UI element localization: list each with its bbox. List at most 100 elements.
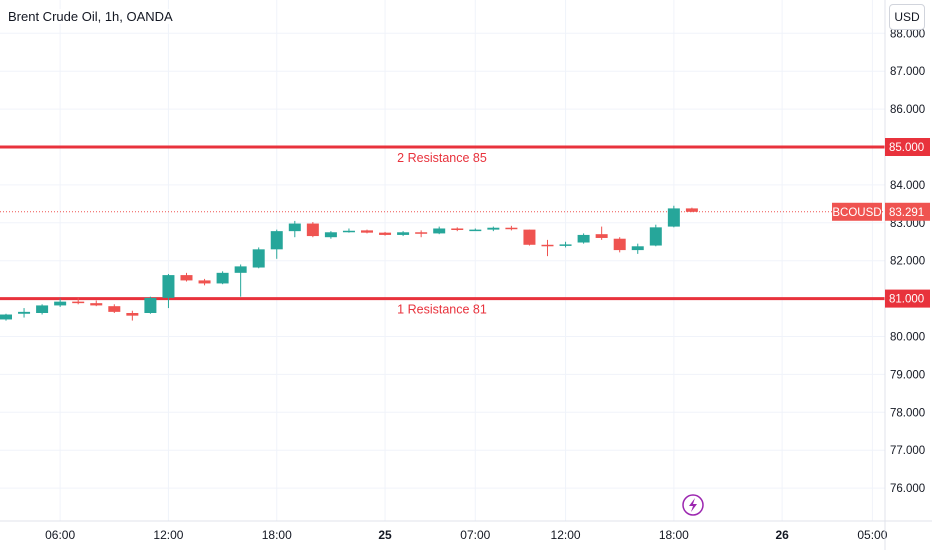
candle: [162, 273, 175, 309]
candle-body: [361, 230, 373, 233]
candle: [198, 278, 211, 286]
candle: [469, 228, 482, 232]
last-price-tag-bg: [885, 202, 930, 221]
candle-body: [397, 232, 410, 235]
candle: [541, 239, 554, 257]
candle-body: [559, 244, 572, 246]
chart-title: Brent Crude Oil, 1h, OANDA: [6, 9, 175, 24]
candle: [451, 227, 464, 232]
candle-body: [577, 234, 590, 243]
candle: [577, 233, 590, 244]
x-tick-label: 18:00: [262, 528, 292, 542]
candle: [649, 224, 662, 247]
y-tick-label: 84.000: [890, 180, 925, 192]
candle-body: [54, 301, 67, 306]
candle-body: [523, 229, 536, 245]
y-tick-label: 76.000: [890, 483, 925, 495]
candle: [90, 300, 103, 307]
candle: [631, 243, 644, 254]
candle: [252, 247, 265, 269]
candle: [667, 205, 680, 228]
price-tags: 85.000 81.000 BCOUSD 83.291: [832, 138, 930, 308]
candle: [613, 237, 626, 253]
candle-body: [162, 275, 175, 298]
symbol-tag-label: BCOUSD: [832, 207, 881, 219]
x-tick-label: 05:00: [857, 528, 887, 542]
y-tick-label: 83.000: [890, 218, 925, 230]
x-tick-label: 07:00: [460, 528, 490, 542]
x-tick-label: 26: [775, 528, 789, 542]
candle: [559, 241, 572, 248]
candle: [36, 304, 49, 315]
candle-body: [613, 238, 626, 251]
candle: [288, 220, 301, 238]
candle: [144, 296, 157, 314]
candle-body: [415, 232, 428, 234]
candle-body: [667, 208, 680, 227]
candle: [54, 298, 67, 307]
candle-body: [288, 223, 301, 232]
candle-body: [180, 275, 193, 281]
currency-button[interactable]: USD: [889, 4, 925, 30]
candle: [595, 226, 608, 240]
x-tick-label: 12:00: [153, 528, 183, 542]
grid-lines: [0, 0, 885, 521]
candle-body: [649, 227, 662, 246]
candle: [505, 225, 518, 231]
y-tick-label: 77.000: [890, 445, 925, 457]
y-tick-label: 87.000: [890, 66, 925, 78]
candle: [324, 231, 337, 239]
candle-body: [631, 246, 644, 251]
candle-body: [126, 313, 139, 316]
candle-body: [469, 229, 482, 232]
candle-body: [487, 227, 500, 230]
candle: [433, 226, 446, 235]
resistance-label: 1 Resistance 81: [397, 303, 487, 317]
candle-body: [108, 306, 121, 312]
candle: [216, 271, 229, 285]
candle-body: [324, 232, 337, 238]
candle-body: [18, 311, 31, 314]
candle-body: [685, 208, 698, 212]
candle: [126, 310, 139, 321]
candle-body: [144, 297, 157, 314]
x-tick-label: 06:00: [45, 528, 75, 542]
candle-body: [505, 227, 518, 230]
candle: [487, 226, 500, 232]
flash-icon-group: [682, 494, 704, 516]
y-tick-label: 88.000: [890, 28, 925, 40]
x-tick-label: 12:00: [551, 528, 581, 542]
candle-body: [252, 249, 265, 268]
candle: [108, 304, 121, 314]
candles: [0, 205, 698, 321]
candle-body: [198, 280, 211, 284]
y-tick-label: 79.000: [890, 369, 925, 381]
candle: [306, 222, 319, 238]
candle-body: [541, 244, 554, 247]
price-tag-bg: [885, 138, 930, 156]
flash-icon-bolt: [689, 498, 697, 512]
candle-body: [234, 266, 247, 273]
candle: [0, 313, 12, 321]
last-price-tag-label: 83.291: [889, 207, 924, 219]
candle: [180, 272, 193, 282]
candle: [342, 228, 355, 233]
candle-body: [216, 272, 229, 284]
candle-body: [0, 314, 12, 320]
candle-body: [36, 305, 49, 314]
candle-body: [270, 231, 283, 250]
candle-body: [90, 303, 103, 306]
y-tick-label: 78.000: [890, 407, 925, 419]
symbol-tag-bg: [832, 202, 882, 221]
candle: [18, 308, 31, 318]
y-tick-label: 82.000: [890, 256, 925, 268]
price-tag-bg: [885, 289, 930, 308]
candle: [397, 231, 410, 237]
y-tick-label: 80.000: [890, 332, 925, 344]
x-tick-label: 18:00: [659, 528, 689, 542]
candle: [379, 231, 392, 236]
resistance-label: 2 Resistance 85: [397, 151, 487, 165]
candle: [270, 229, 283, 259]
